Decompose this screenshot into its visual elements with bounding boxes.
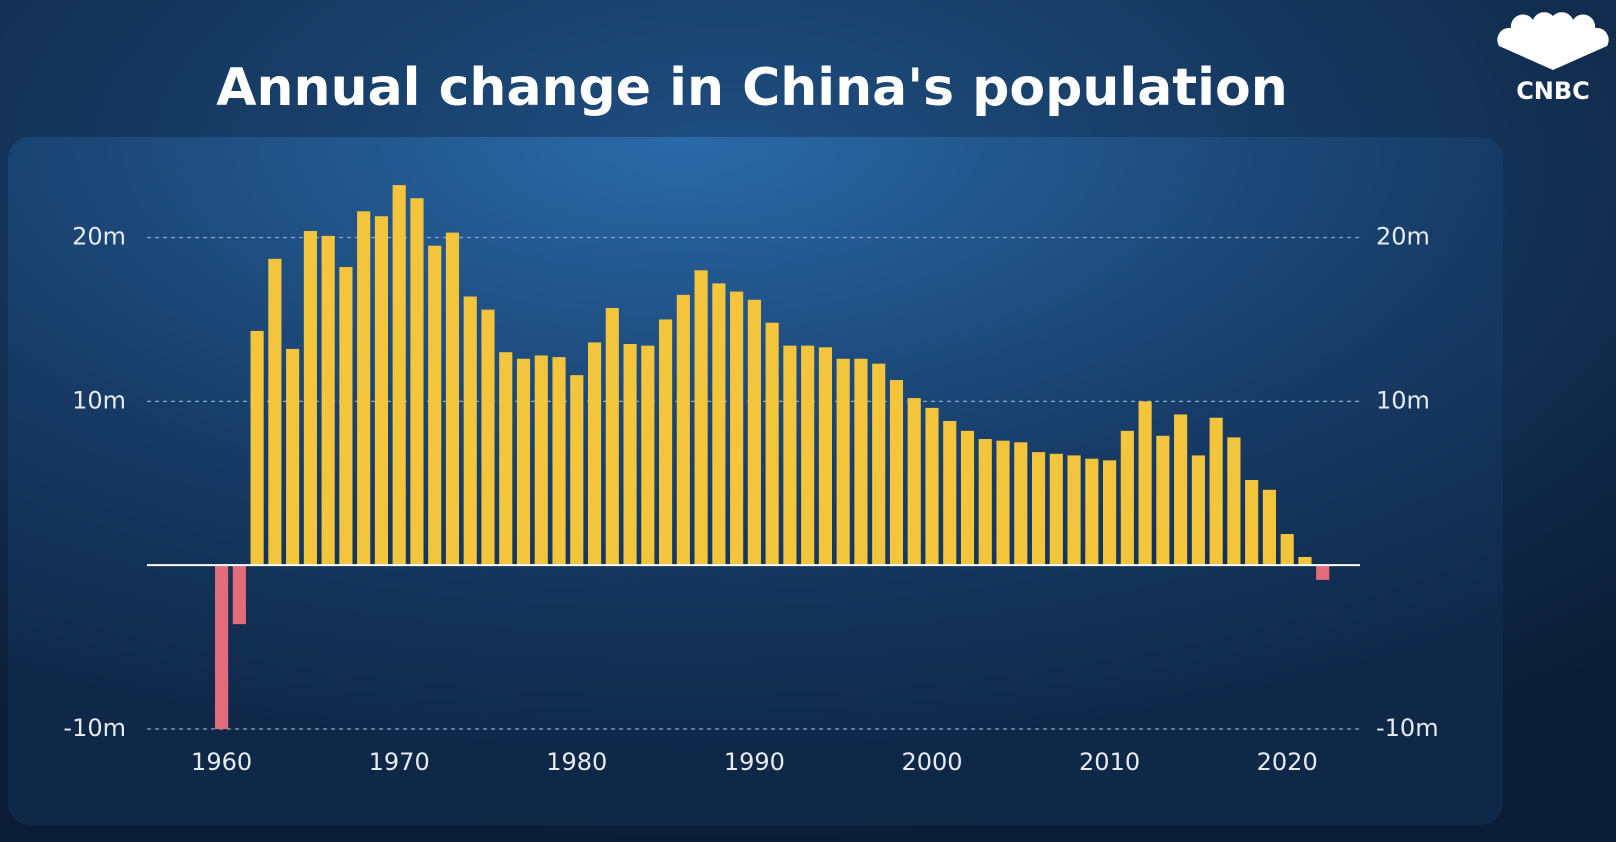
bar	[659, 319, 673, 566]
bar	[1174, 414, 1188, 566]
bar	[978, 439, 992, 566]
y2-tick-label: 20m	[1376, 223, 1430, 251]
bar	[676, 294, 690, 566]
bar	[623, 344, 637, 566]
bar	[783, 345, 797, 566]
bar	[605, 307, 619, 566]
bar	[570, 375, 584, 566]
x-tick-label: 2020	[1257, 748, 1318, 776]
bar	[854, 358, 868, 566]
bar	[1120, 430, 1134, 566]
bar	[925, 407, 939, 566]
bar	[552, 357, 566, 566]
bar	[889, 380, 904, 566]
bar	[1067, 455, 1081, 566]
logo-icon	[1497, 12, 1609, 71]
bar	[1191, 455, 1205, 566]
bar	[960, 430, 975, 566]
y-tick-label: -10m	[63, 714, 126, 742]
bar	[1245, 479, 1259, 566]
bar	[872, 363, 886, 566]
bar	[1209, 417, 1223, 566]
bar	[357, 211, 371, 566]
bar	[321, 235, 335, 566]
bar	[303, 230, 317, 566]
bar	[232, 565, 246, 625]
bar	[818, 347, 832, 566]
bar	[286, 348, 300, 566]
y2-tick-label: -10m	[1376, 714, 1439, 742]
bar	[730, 291, 744, 566]
bar	[1280, 534, 1294, 566]
y-tick-label: 20m	[72, 223, 126, 251]
bar	[1014, 442, 1028, 566]
bar	[801, 345, 815, 566]
bar	[445, 232, 460, 566]
bar	[587, 342, 602, 566]
bar	[765, 322, 779, 566]
logo: CNBC	[1497, 12, 1609, 105]
bar	[499, 352, 513, 566]
bar	[1103, 460, 1117, 566]
bar	[943, 421, 957, 566]
bar	[339, 267, 353, 566]
bar	[428, 245, 442, 566]
bar	[712, 283, 726, 566]
bar	[1031, 452, 1046, 566]
bar	[392, 185, 406, 566]
bar	[534, 355, 548, 566]
bar	[1085, 458, 1099, 566]
bar	[516, 358, 531, 566]
x-tick-label: 1960	[191, 748, 252, 776]
bar	[694, 270, 708, 566]
bar	[268, 258, 282, 566]
bar	[1049, 453, 1063, 566]
bar	[215, 565, 229, 729]
bar	[1138, 401, 1152, 566]
x-tick-label: 1970	[369, 748, 430, 776]
x-tick-label: 2000	[901, 748, 962, 776]
y2-tick-label: 10m	[1376, 386, 1430, 414]
bar	[481, 309, 495, 566]
bar	[250, 330, 264, 566]
bar	[907, 398, 921, 566]
y-tick-label: 10m	[72, 386, 126, 414]
bar	[1298, 556, 1312, 566]
logo-text: CNBC	[1516, 77, 1590, 105]
bar	[1227, 437, 1241, 566]
bar	[747, 299, 761, 566]
bar	[410, 198, 424, 566]
bar	[463, 296, 477, 566]
bar	[641, 345, 655, 566]
x-tick-label: 1990	[724, 748, 785, 776]
bar	[996, 440, 1010, 566]
bar	[1156, 435, 1170, 566]
x-tick-label: 1980	[546, 748, 607, 776]
bar	[836, 358, 850, 566]
bar	[1262, 489, 1276, 566]
bar	[374, 216, 389, 566]
x-tick-label: 2010	[1079, 748, 1140, 776]
chart-title: Annual change in China's population	[216, 58, 1287, 118]
bar	[1316, 565, 1330, 580]
